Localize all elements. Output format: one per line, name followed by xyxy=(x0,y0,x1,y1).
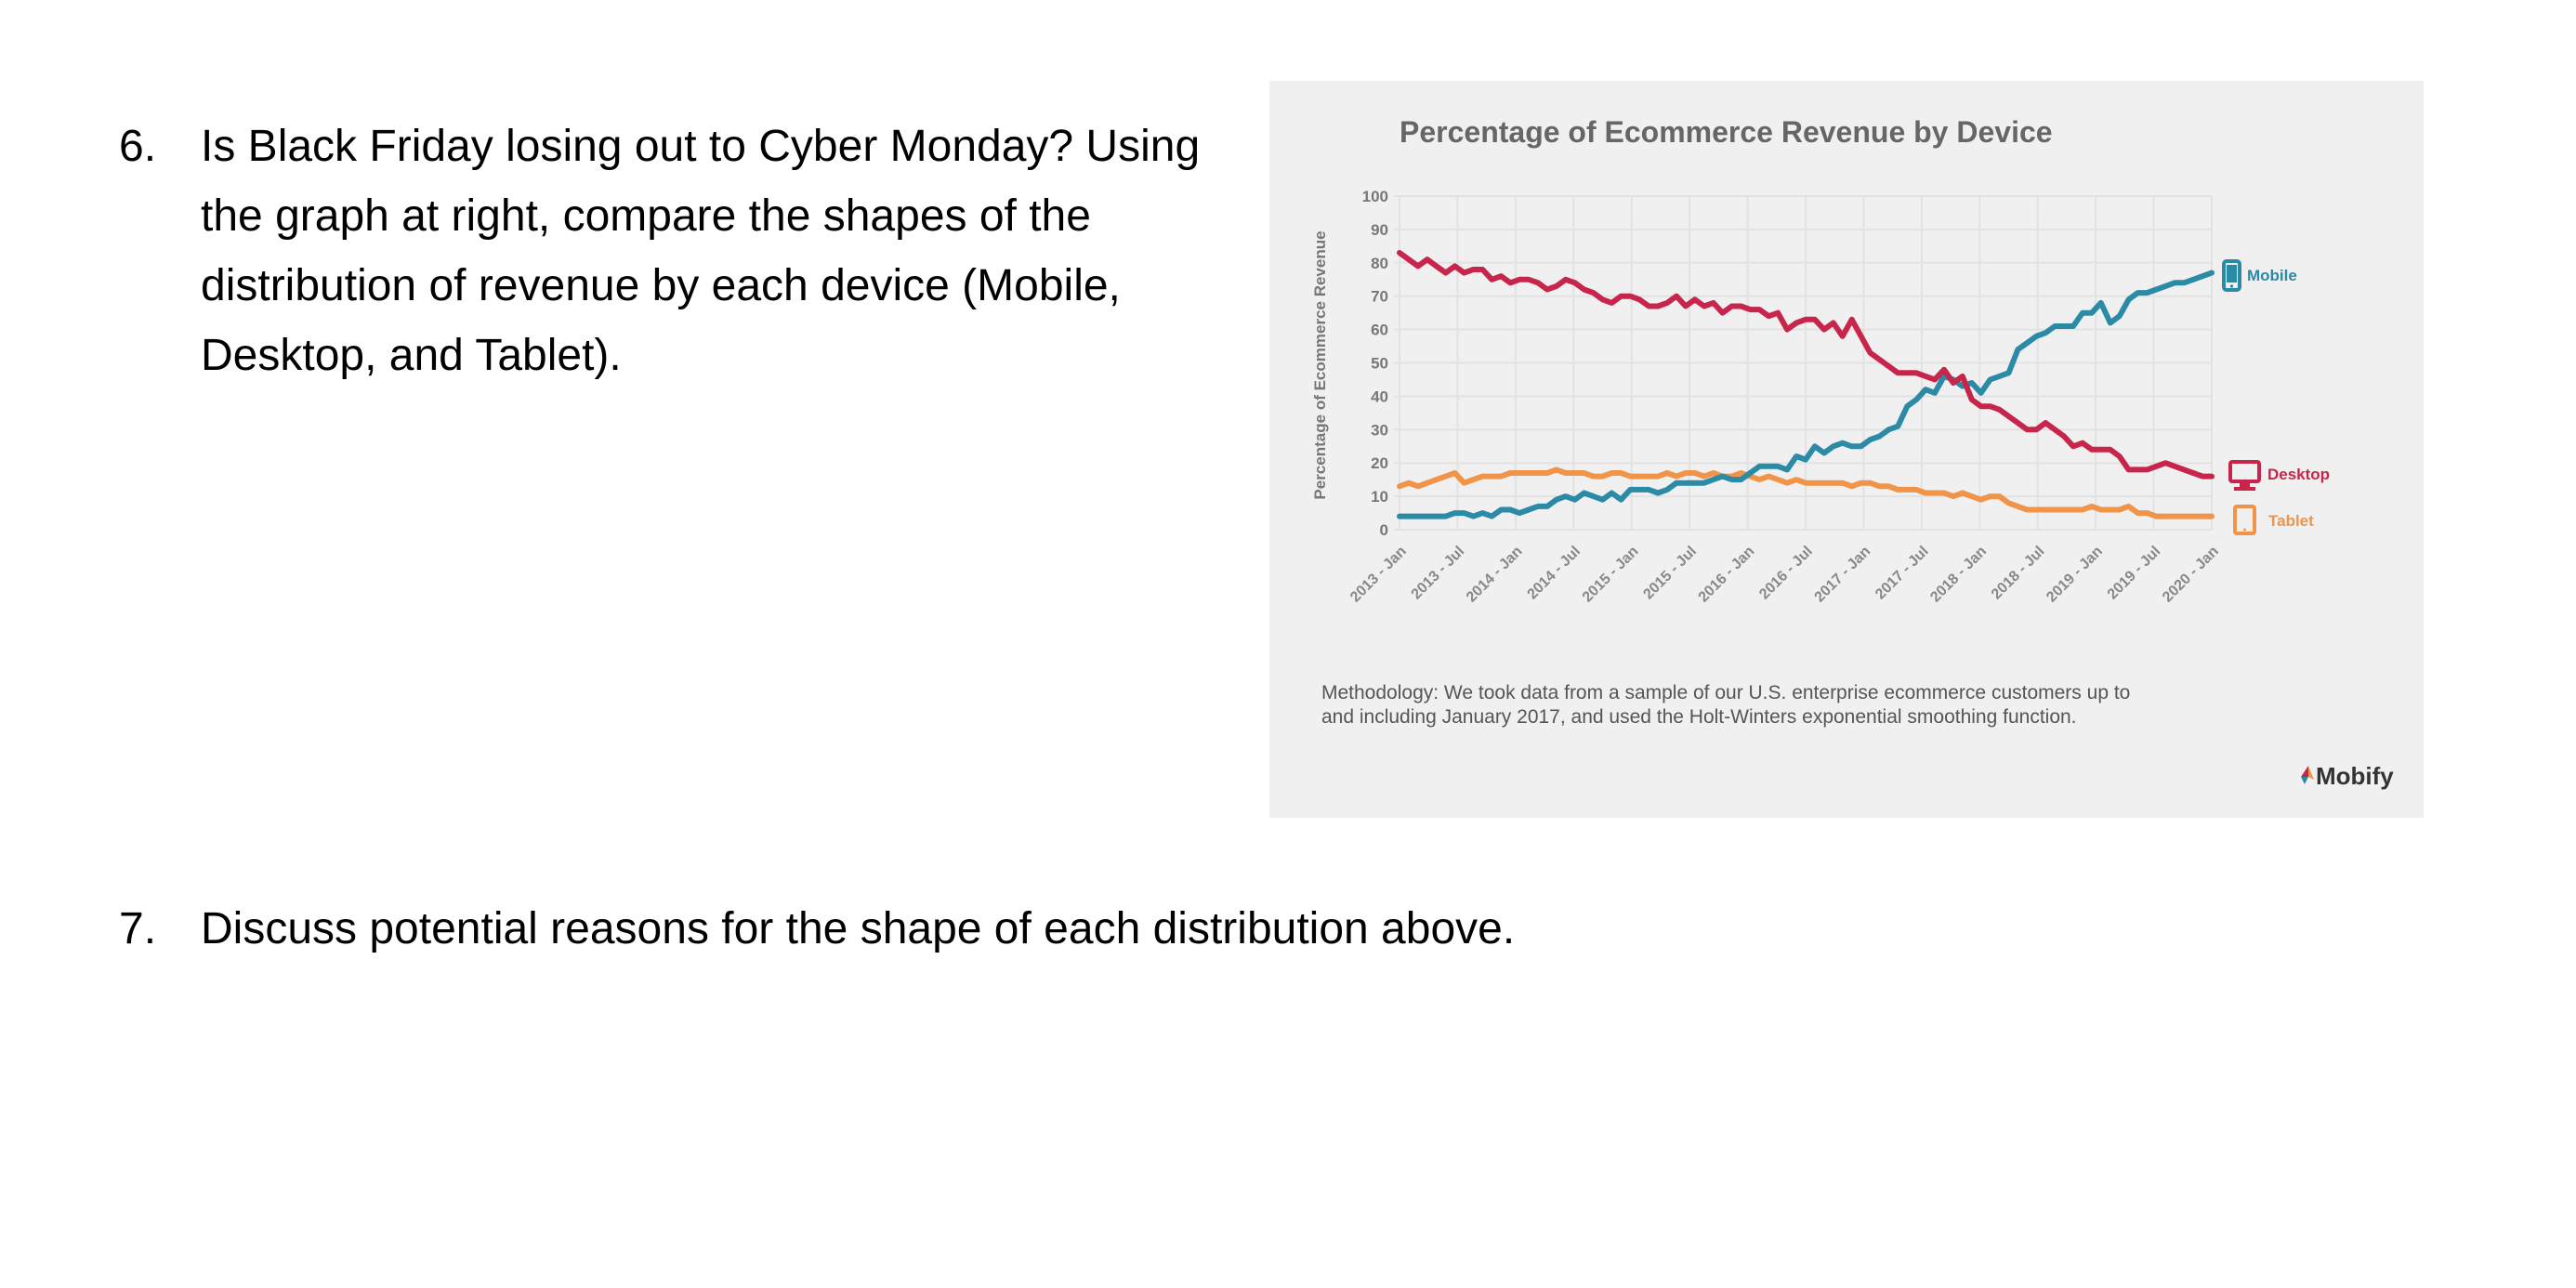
y-tick-label: 60 xyxy=(1371,322,1388,339)
gridlines xyxy=(1394,195,2213,531)
legend-mobile: Mobile xyxy=(2222,259,2297,292)
y-tick-label: 70 xyxy=(1371,288,1388,306)
y-tick-label: 40 xyxy=(1371,388,1388,405)
legend-desktop: Desktop xyxy=(2228,460,2330,491)
chart-background xyxy=(1269,81,2424,818)
y-tick-labels: 0 10 20 30 40 50 60 70 80 90 100 xyxy=(1362,188,1388,539)
y-tick-label: 20 xyxy=(1371,454,1388,472)
question-text: Discuss potential reasons for the shape … xyxy=(201,904,1516,953)
y-tick-label: 80 xyxy=(1371,255,1388,272)
monitor-icon xyxy=(2228,460,2261,491)
brand-name: Mobify xyxy=(2316,762,2394,790)
series-line-mobile xyxy=(1397,269,2215,519)
y-tick-label: 10 xyxy=(1371,488,1388,506)
legend-label-tablet: Tablet xyxy=(2268,512,2314,530)
y-tick-label: 90 xyxy=(1371,221,1388,239)
question-number: 7. xyxy=(119,904,157,953)
question-6: 6. Is Black Friday losing out to Cyber M… xyxy=(119,112,1253,400)
legend-label-desktop: Desktop xyxy=(2267,466,2330,483)
mobify-logo: Mobify xyxy=(2301,762,2394,790)
revenue-by-device-chart: Percentage of Ecommerce Revenue by Devic… xyxy=(1269,81,2424,818)
question-number: 6. xyxy=(119,122,157,171)
question-text: Is Black Friday losing out to Cyber Mond… xyxy=(201,122,1201,380)
methodology-line-1: Methodology: We took data from a sample … xyxy=(1321,682,2130,703)
phone-icon xyxy=(2222,259,2241,292)
legend-tablet: Tablet xyxy=(2233,505,2314,535)
mobify-logo-icon xyxy=(2301,766,2314,784)
chart-title: Percentage of Ecommerce Revenue by Devic… xyxy=(1400,115,2053,149)
y-tick-label: 100 xyxy=(1362,188,1388,205)
y-tick-label: 0 xyxy=(1380,521,1388,539)
y-tick-label: 50 xyxy=(1371,355,1388,373)
y-tick-label: 30 xyxy=(1371,421,1388,439)
series-lines xyxy=(1397,250,2215,519)
y-axis-label: Percentage of Ecommerce Revenue xyxy=(1311,230,1329,499)
methodology-line-2: and including January 2017, and used the… xyxy=(1321,706,2077,728)
series-line-tablet xyxy=(1397,467,2215,519)
question-7: 7. Discuss potential reasons for the sha… xyxy=(119,894,1606,968)
series-line-desktop xyxy=(1397,250,2215,480)
legend-label-mobile: Mobile xyxy=(2247,267,2297,284)
tablet-icon xyxy=(2233,505,2256,535)
